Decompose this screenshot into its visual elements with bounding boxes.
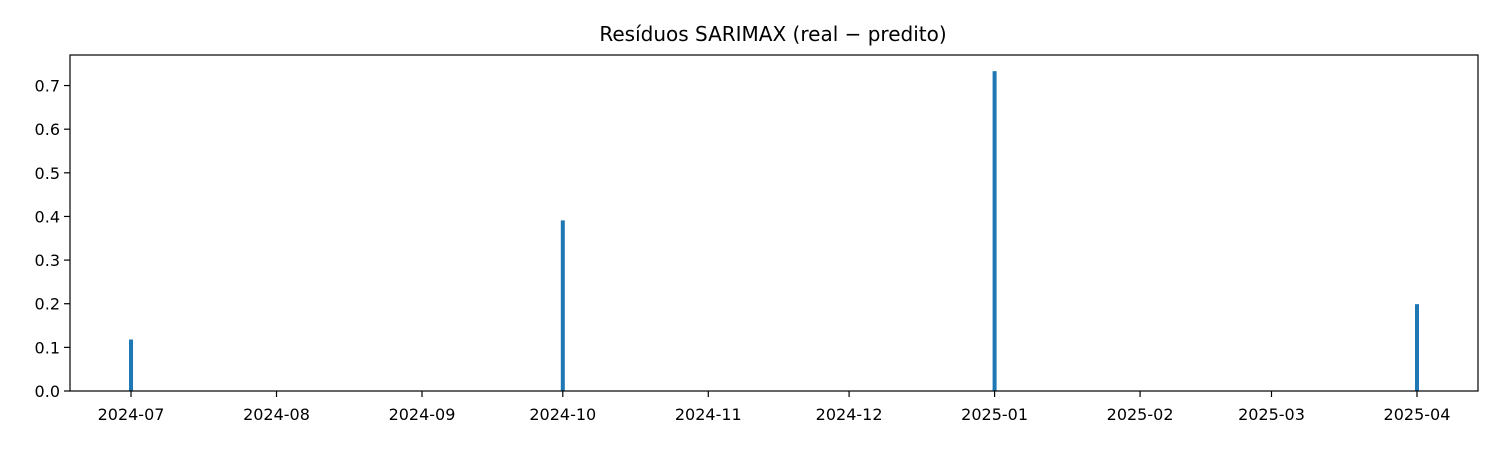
x-tick-label: 2024-08 xyxy=(243,405,310,424)
x-tick-label: 2025-02 xyxy=(1107,405,1174,424)
y-tick-label: 0.5 xyxy=(35,164,60,183)
x-tick-label: 2025-01 xyxy=(961,405,1028,424)
chart-title: Resíduos SARIMAX (real − predito) xyxy=(599,22,946,46)
y-tick-label: 0.6 xyxy=(35,120,60,139)
x-axis: 2024-07 2024-08 2024-09 2024-10 2024-11 2024-… xyxy=(98,391,1451,424)
bars-group xyxy=(129,71,1419,392)
x-tick-label: 2024-11 xyxy=(675,405,742,424)
x-tick-label: 2025-04 xyxy=(1384,405,1451,424)
y-axis: 0.0 0.1 0.2 0.3 0.4 0.5 0.6 0.7 xyxy=(35,77,70,401)
x-tick-label: 2025-03 xyxy=(1238,405,1305,424)
x-tick-label: 2024-09 xyxy=(389,405,456,424)
bar-2024-10-01 xyxy=(560,220,565,391)
bar-2025-01-01 xyxy=(992,71,997,392)
y-tick-label: 0.0 xyxy=(35,382,60,401)
y-tick-label: 0.3 xyxy=(35,251,60,270)
y-tick-label: 0.1 xyxy=(35,338,60,357)
x-tick-label: 2024-07 xyxy=(98,405,165,424)
x-tick-label: 2024-12 xyxy=(816,405,883,424)
plot-frame xyxy=(69,54,1479,392)
x-tick-label: 2024-10 xyxy=(529,405,596,424)
y-tick-label: 0.4 xyxy=(35,207,60,226)
bar-2024-07-01 xyxy=(129,339,134,391)
y-tick-label: 0.2 xyxy=(35,295,60,314)
bar-2025-04-01 xyxy=(1414,304,1419,391)
y-tick-label: 0.7 xyxy=(35,77,60,96)
